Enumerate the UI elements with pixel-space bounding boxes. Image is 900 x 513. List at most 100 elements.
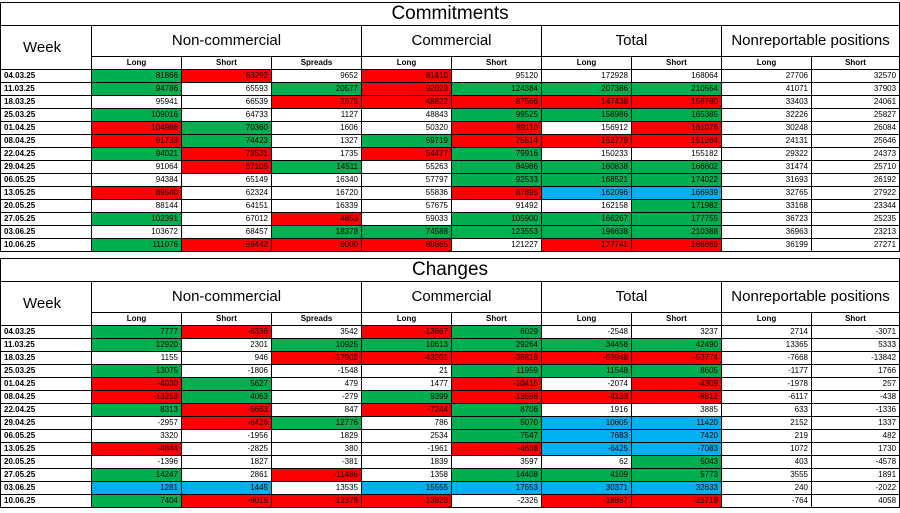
total-short-header: Short bbox=[631, 312, 722, 326]
total-long-cell: -6425 bbox=[541, 442, 632, 456]
week-cell: 13.05.25 bbox=[0, 186, 92, 200]
total-long-cell: 207386 bbox=[541, 82, 632, 96]
total-short-cell: 5043 bbox=[631, 455, 722, 469]
commercial-long-cell: 48822 bbox=[361, 95, 452, 109]
non-commercial-long-cell: 102391 bbox=[91, 212, 182, 226]
commercial-short-cell: -13596 bbox=[451, 390, 542, 404]
non-commercial-spreads-cell: 12776 bbox=[271, 416, 362, 430]
non-commercial-spreads-cell: 1606 bbox=[271, 121, 362, 135]
week-cell: 22.04.25 bbox=[0, 147, 92, 161]
commercial-long-cell: 48843 bbox=[361, 108, 452, 122]
week-header: Week bbox=[0, 281, 92, 326]
non-commercial-short-cell: 74423 bbox=[181, 134, 272, 148]
nonreportable-long-cell: 36723 bbox=[721, 212, 812, 226]
table-row: 08.04.25 -13253 4063 -279 9399 -13596 -4133 -98… bbox=[0, 390, 900, 404]
nonreportable-short-header: Short bbox=[810, 312, 900, 326]
total-short-cell: 3237 bbox=[631, 325, 722, 339]
non-commercial-spreads-cell: -1548 bbox=[271, 364, 362, 378]
nonreportable-short-cell: 1730 bbox=[810, 442, 900, 456]
commercial-long-cell: 1839 bbox=[361, 455, 452, 469]
nonreportable-header: Nonreportable positions bbox=[720, 25, 900, 57]
non-commercial-spreads-cell: 479 bbox=[271, 377, 362, 391]
total-short-cell: 32633 bbox=[631, 481, 722, 495]
commercial-long-cell: 55836 bbox=[361, 186, 452, 200]
table-row: 03.06.25 1281 1445 13535 15555 17653 30371 3263… bbox=[0, 481, 900, 495]
commercial-short-cell: 75514 bbox=[451, 134, 542, 148]
week-cell: 10.06.25 bbox=[0, 238, 92, 252]
changes-title: Changes bbox=[0, 258, 900, 282]
non-commercial-long-cell: 94384 bbox=[91, 173, 182, 187]
week-cell: 03.06.25 bbox=[0, 225, 92, 239]
total-long-cell: 166267 bbox=[541, 212, 632, 226]
total-long-cell: 162096 bbox=[541, 186, 632, 200]
week-cell: 18.03.25 bbox=[0, 351, 92, 365]
total-short-cell: -23719 bbox=[631, 494, 722, 508]
total-long-cell: 11548 bbox=[541, 364, 632, 378]
non-commercial-long-cell: 14247 bbox=[91, 468, 182, 482]
non-commercial-spreads-cell: 10925 bbox=[271, 338, 362, 352]
non-commercial-short-cell: 4063 bbox=[181, 390, 272, 404]
total-long-cell: 168521 bbox=[541, 173, 632, 187]
nonreportable-short-cell: 23213 bbox=[810, 225, 900, 239]
nonreportable-long-cell: 2152 bbox=[721, 416, 812, 430]
total-short-header: Short bbox=[631, 56, 722, 70]
nonreportable-long-cell: 41071 bbox=[721, 82, 812, 96]
nonreportable-long-cell: 31474 bbox=[721, 160, 812, 174]
nonreportable-short-cell: 4058 bbox=[810, 494, 900, 508]
commercial-long-cell: 81410 bbox=[361, 69, 452, 83]
nonreportable-short-cell: -1336 bbox=[810, 403, 900, 417]
non-commercial-short-header: Short bbox=[181, 56, 272, 70]
non-commercial-long-cell: 91064 bbox=[91, 160, 182, 174]
commercial-long-cell: 15555 bbox=[361, 481, 452, 495]
non-commercial-short-cell: 65149 bbox=[181, 173, 272, 187]
nonreportable-short-cell: -438 bbox=[810, 390, 900, 404]
week-cell: 18.03.25 bbox=[0, 95, 92, 109]
table-row: 04.03.25 7777 -6336 3542 -13867 6029 -2548 3237… bbox=[0, 325, 900, 339]
commercial-short-cell: 29264 bbox=[451, 338, 542, 352]
non-commercial-short-cell: -2825 bbox=[181, 442, 272, 456]
non-commercial-long-cell: -4030 bbox=[91, 377, 182, 391]
total-long-header: Long bbox=[541, 56, 632, 70]
non-commercial-short-cell: -5663 bbox=[181, 403, 272, 417]
total-header: Total bbox=[541, 25, 722, 57]
non-commercial-short-cell: -1806 bbox=[181, 364, 272, 378]
total-long-cell: 1916 bbox=[541, 403, 632, 417]
commercial-short-cell: 84986 bbox=[451, 160, 542, 174]
commercial-long-cell: -43201 bbox=[361, 351, 452, 365]
non-commercial-short-cell: -6426 bbox=[181, 416, 272, 430]
commercial-short-cell: -2326 bbox=[451, 494, 542, 508]
non-commercial-spreads-cell: 1829 bbox=[271, 429, 362, 443]
non-commercial-short-cell: -6336 bbox=[181, 325, 272, 339]
total-long-cell: -18897 bbox=[541, 494, 632, 508]
week-cell: 06.05.25 bbox=[0, 173, 92, 187]
week-header: Week bbox=[0, 25, 92, 70]
nonreportable-long-cell: 403 bbox=[721, 455, 812, 469]
commercial-short-cell: -4638 bbox=[451, 442, 542, 456]
total-long-cell: 152779 bbox=[541, 134, 632, 148]
commercial-long-cell: 786 bbox=[361, 416, 452, 430]
table-row: 01.04.25 -4030 5627 479 1477 -10415 -2074 -4309… bbox=[0, 377, 900, 391]
total-header: Total bbox=[541, 281, 722, 313]
non-commercial-long-cell: 7777 bbox=[91, 325, 182, 339]
table-row: 20.05.25 -1396 1827 -381 1839 3597 62 5043 403 -4… bbox=[0, 455, 900, 469]
nonreportable-long-cell: 3555 bbox=[721, 468, 812, 482]
week-cell: 29.04.25 bbox=[0, 416, 92, 430]
table-row: 10.06.25 7404 -9015 -12378 -13923 -2326 -18897… bbox=[0, 494, 900, 508]
non-commercial-spreads-cell: 16339 bbox=[271, 199, 362, 213]
non-commercial-spreads-cell: 14511 bbox=[271, 160, 362, 174]
commercial-short-cell: 14408 bbox=[451, 468, 542, 482]
nonreportable-long-cell: -7668 bbox=[721, 351, 812, 365]
total-long-cell: 147438 bbox=[541, 95, 632, 109]
non-commercial-short-cell: -9015 bbox=[181, 494, 272, 508]
total-short-cell: 156780 bbox=[631, 95, 722, 109]
table-row: 18.03.25 1155 946 -17902 -43201 -36818 -59948-… bbox=[0, 351, 900, 365]
nonreportable-long-cell: 2714 bbox=[721, 325, 812, 339]
non-commercial-short-header: Short bbox=[181, 312, 272, 326]
total-short-cell: 168064 bbox=[631, 69, 722, 83]
total-short-cell: 166602 bbox=[631, 160, 722, 174]
commercial-long-cell: -13923 bbox=[361, 494, 452, 508]
non-commercial-spreads-cell: -17902 bbox=[271, 351, 362, 365]
total-short-cell: -9812 bbox=[631, 390, 722, 404]
non-commercial-short-cell: 64733 bbox=[181, 108, 272, 122]
non-commercial-short-cell: -1956 bbox=[181, 429, 272, 443]
